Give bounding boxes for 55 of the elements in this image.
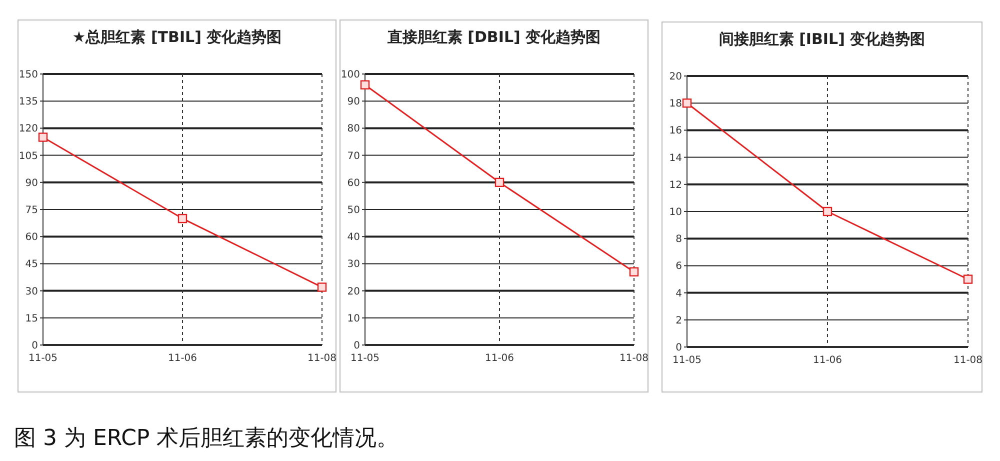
y-tick-label: 2 (676, 315, 682, 326)
x-tick-label: 11-08 (619, 353, 649, 364)
point (178, 214, 188, 224)
y-tick-label: 12 (669, 180, 682, 191)
y-tick-label: 10 (669, 207, 682, 218)
x-tick-label: 11-05 (28, 353, 58, 364)
point (629, 267, 639, 276)
x-tick-label: 11-05 (672, 355, 702, 366)
y-tick-label: 45 (25, 259, 38, 270)
caption: 图 3 为 ERCP 术后胆红素的变化情况。 (14, 426, 399, 451)
point (822, 206, 832, 216)
y-tick-label: 6 (676, 261, 682, 272)
x-tick-label: 11-06 (168, 353, 198, 364)
y-tick-label: 18 (669, 98, 682, 110)
y-tick-label: 80 (347, 124, 360, 135)
y-tick-label: 60 (347, 178, 360, 189)
y-tick-label: 40 (347, 232, 360, 244)
x-tick-label: 11-05 (350, 353, 380, 364)
y-tick-label: 60 (25, 232, 38, 244)
y-tick-label: 30 (25, 286, 38, 298)
y-tick-label: 30 (347, 259, 360, 270)
point (682, 98, 692, 108)
chart-title: 间接胆红素 [IBIL] 变化趋势图 (718, 30, 926, 48)
y-tick-label: 20 (347, 286, 360, 298)
x-tick-label: 11-06 (812, 355, 842, 366)
y-tick-label: 10 (347, 313, 360, 324)
y-tick-label: 50 (347, 205, 360, 216)
y-tick-label: 90 (347, 96, 360, 108)
y-tick-label: 105 (18, 150, 38, 162)
point (494, 178, 504, 187)
chart-title: 直接胆红素 [DBIL] 变化趋势图 (386, 28, 601, 46)
y-tick-label: 70 (347, 150, 360, 162)
point (360, 80, 370, 90)
y-tick-label: 14 (669, 152, 682, 164)
x-tick-label: 11-08 (953, 355, 983, 366)
y-tick-label: 0 (676, 342, 682, 354)
point (963, 274, 973, 284)
y-tick-label: 75 (25, 205, 38, 216)
y-tick-label: 150 (18, 70, 38, 80)
y-tick-label: 8 (676, 234, 682, 246)
point (38, 132, 48, 142)
y-tick-label: 135 (18, 96, 38, 108)
y-tick-label: 0 (354, 340, 360, 352)
y-tick-label: 16 (669, 126, 682, 137)
y-tick-label: 100 (340, 70, 360, 80)
y-tick-label: 90 (25, 178, 38, 189)
point (317, 282, 327, 292)
chart-title: ★总胆红素 [TBIL] 变化趋势图 (72, 28, 282, 46)
y-tick-label: 15 (25, 313, 38, 324)
x-tick-label: 11-08 (307, 353, 337, 364)
y-tick-label: 20 (669, 72, 682, 82)
y-tick-label: 0 (32, 340, 38, 352)
x-tick-label: 11-06 (484, 353, 514, 364)
y-tick-label: 120 (18, 124, 38, 135)
y-tick-label: 4 (676, 288, 682, 300)
